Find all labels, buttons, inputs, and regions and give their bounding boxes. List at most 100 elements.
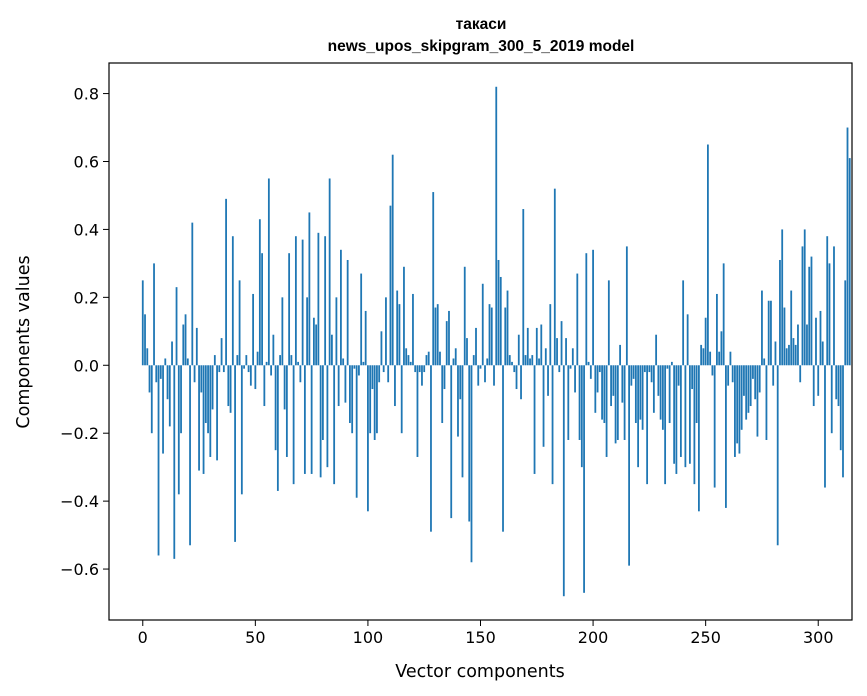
x-tick-label: 50 — [245, 628, 265, 647]
bar-185 — [558, 365, 561, 373]
bar-195 — [580, 365, 583, 468]
bar-151 — [481, 283, 484, 366]
bar-259 — [725, 365, 727, 508]
bar-62 — [281, 297, 284, 366]
bar-96 — [358, 365, 360, 376]
bar-230 — [659, 365, 662, 420]
bar-299 — [815, 317, 817, 366]
bar-134 — [443, 365, 446, 390]
bar-158 — [497, 259, 500, 366]
bar-13 — [171, 341, 173, 366]
bar-170 — [524, 355, 527, 366]
bar-14 — [173, 365, 176, 559]
bar-44 — [240, 365, 243, 495]
bar-255 — [716, 293, 718, 366]
bar-154 — [488, 304, 491, 366]
bar-294 — [803, 229, 806, 366]
bar-49 — [252, 293, 254, 366]
bar-271 — [752, 365, 754, 379]
bar-306 — [830, 365, 833, 434]
bar-159 — [499, 276, 502, 366]
bar-273 — [756, 365, 759, 437]
bar-247 — [698, 365, 700, 512]
bar-122 — [416, 365, 419, 457]
bar-157 — [495, 86, 498, 366]
bar-265 — [738, 365, 741, 454]
bar-288 — [790, 290, 793, 366]
bar-85 — [333, 365, 336, 485]
bar-206 — [605, 365, 608, 457]
bar-214 — [623, 365, 626, 440]
bar-209 — [612, 365, 615, 396]
bar-150 — [479, 365, 482, 369]
bar-167 — [517, 334, 520, 366]
bar-283 — [779, 259, 781, 366]
bar-84 — [331, 334, 333, 366]
bar-90 — [344, 365, 347, 403]
bar-147 — [472, 355, 475, 366]
bar-227 — [652, 365, 655, 413]
bar-295 — [806, 324, 808, 366]
bar-57 — [270, 365, 273, 376]
bar-304 — [826, 236, 829, 366]
bar-217 — [630, 365, 633, 386]
bar-24 — [195, 327, 198, 366]
bar-204 — [601, 365, 603, 420]
bar-71 — [301, 239, 304, 366]
bar-258 — [722, 263, 725, 366]
bar-194 — [578, 365, 581, 440]
bar-47 — [247, 365, 250, 373]
y-axis-label: Components values — [14, 255, 34, 428]
bar-66 — [290, 355, 293, 366]
bar-237 — [675, 365, 678, 474]
bar-153 — [486, 358, 489, 366]
bar-264 — [736, 365, 739, 444]
bar-9 — [162, 365, 164, 454]
x-tick-label: 100 — [353, 628, 384, 647]
bar-141 — [459, 365, 462, 400]
x-tick-label: 200 — [578, 628, 609, 647]
bar-18 — [182, 324, 185, 366]
bar-58 — [272, 334, 275, 366]
bar-169 — [522, 209, 525, 366]
bar-184 — [556, 338, 558, 366]
bar-191 — [571, 348, 574, 366]
bar-22 — [191, 222, 194, 366]
bar-197 — [585, 253, 588, 366]
y-tick-label: 0.2 — [74, 288, 99, 307]
bar-234 — [668, 365, 671, 424]
bar-135 — [445, 321, 448, 366]
bar-297 — [810, 256, 813, 366]
bar-216 — [628, 365, 630, 566]
bar-308 — [835, 365, 838, 400]
x-tick-label: 0 — [138, 628, 148, 647]
bar-282 — [776, 365, 779, 546]
bar-6 — [155, 365, 158, 383]
y-tick-label: 0.8 — [74, 85, 99, 104]
chart-subtitle: news_upos_skipgram_300_5_2019 model — [328, 38, 635, 55]
bar-77 — [315, 324, 318, 366]
bar-246 — [695, 365, 698, 424]
bar-174 — [533, 365, 536, 474]
bar-148 — [475, 327, 477, 366]
bar-296 — [808, 266, 811, 366]
bar-26 — [200, 365, 203, 393]
bar-113 — [396, 290, 399, 366]
y-tick-label: 0.0 — [74, 356, 99, 375]
bar-241 — [684, 365, 687, 468]
bar-0 — [141, 280, 144, 366]
bar-262 — [731, 365, 734, 383]
bar-118 — [407, 355, 410, 366]
x-ticks-group: 0 50 100 150 200 250 300 — [138, 620, 834, 647]
bar-8 — [159, 365, 162, 379]
bar-137 — [450, 365, 453, 519]
bar-210 — [614, 365, 617, 444]
bar-172 — [529, 358, 531, 366]
bar-127 — [427, 351, 430, 366]
bar-307 — [833, 246, 835, 366]
bar-59 — [274, 365, 277, 451]
bar-312 — [844, 280, 847, 366]
bar-108 — [385, 297, 387, 366]
bar-27 — [202, 365, 205, 474]
bar-300 — [817, 365, 820, 396]
